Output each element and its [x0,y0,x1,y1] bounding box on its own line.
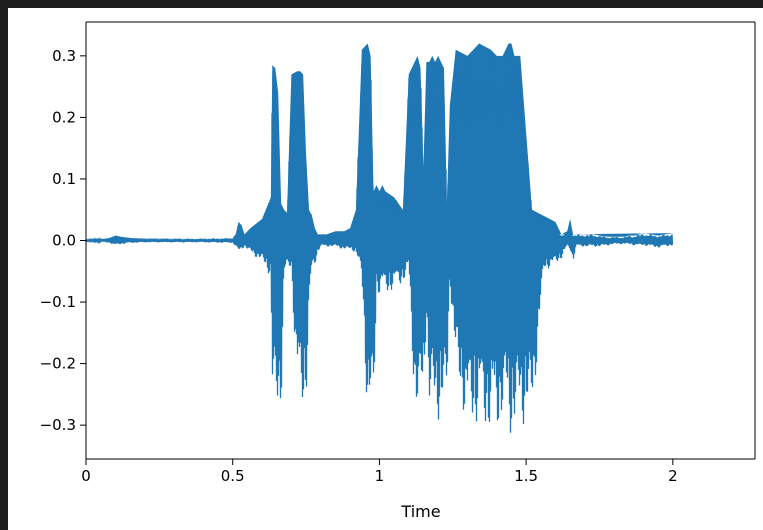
waveform-line [85,45,674,433]
waveform-series [85,43,674,433]
x-tick-label: 1.5 [514,467,538,485]
ticks: 0 0.5 1 1.5 2 0.3 0.2 0.1 0.0 −0.1 −0.2 −0.3 [40,47,678,485]
waveform-series-0 [85,43,674,433]
x-tick-label: 0 [81,467,91,485]
y-tick-label: −0.3 [40,416,76,434]
y-tick-label: −0.2 [40,355,76,373]
x-tick-label: 0.5 [221,467,245,485]
x-tick-label: 1 [375,467,385,485]
y-tick-label: 0.2 [52,108,76,126]
x-tick-label: 2 [668,467,678,485]
y-tick-label: −0.1 [40,293,76,311]
x-axis-label: Time [400,502,440,521]
figure: 0 0.5 1 1.5 2 0.3 0.2 0.1 0.0 −0.1 −0.2 −0.3 Time [8,8,763,530]
y-tick-label: 0.0 [52,232,76,250]
waveform-chart: 0 0.5 1 1.5 2 0.3 0.2 0.1 0.0 −0.1 −0.2 −0.3 Time [40,21,756,521]
y-tick-label: 0.1 [52,170,76,188]
y-tick-label: 0.3 [52,47,76,65]
